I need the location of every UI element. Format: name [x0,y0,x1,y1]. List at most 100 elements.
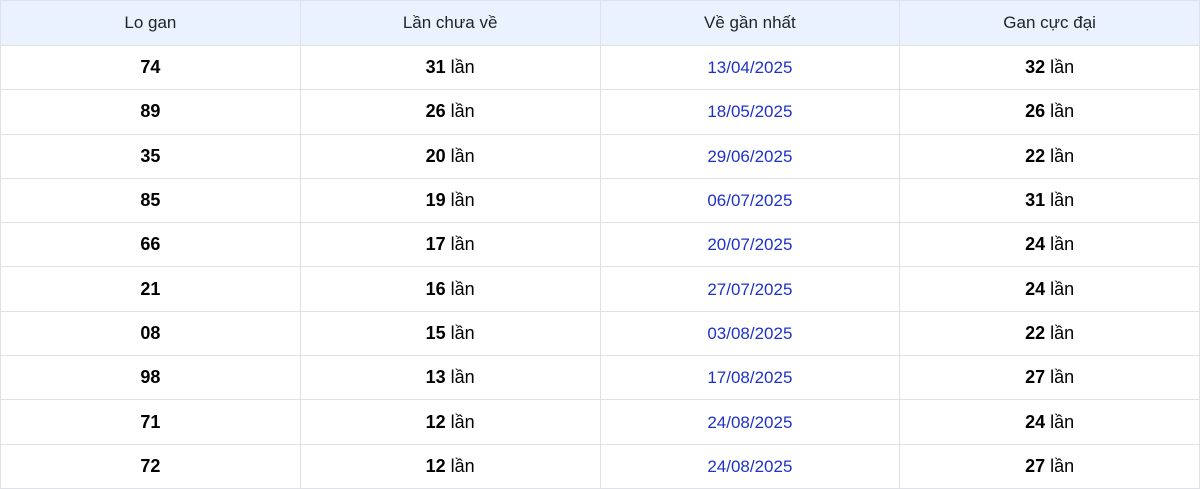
cell-gan-cuc-dai: 27 lần [899,443,1200,489]
cell-gan-cuc-dai: 31 lần [899,177,1200,224]
cell-lan-chua-ve: 19 lần [299,177,601,224]
date-link[interactable]: 17/08/2025 [707,368,793,388]
cell-ve-gan-nhat: 20/07/2025 [599,222,901,268]
cell-lo-gan: 71 [0,399,301,445]
lan-chua-ve-unit: lần [450,101,475,122]
cell-lo-gan: 21 [0,266,301,312]
date-link[interactable]: 13/04/2025 [707,58,793,78]
cell-gan-cuc-dai: 22 lần [899,310,1200,357]
cell-lo-gan: 08 [0,310,301,357]
gan-cuc-dai-count: 24 [1025,411,1046,432]
lan-chua-ve-count: 12 [425,411,446,432]
gan-cuc-dai-unit: lần [1050,455,1075,476]
cell-gan-cuc-dai: 22 lần [899,133,1200,179]
table-row: 74 31 lần 13/04/2025 32 lần [0,44,1200,91]
lan-chua-ve-count: 26 [425,101,446,122]
lan-chua-ve-unit: lần [450,455,475,476]
cell-gan-cuc-dai: 24 lần [899,399,1200,445]
gan-cuc-dai-unit: lần [1050,367,1075,388]
lan-chua-ve-unit: lần [450,145,475,166]
gan-cuc-dai-count: 31 [1025,190,1046,211]
cell-lo-gan: 72 [0,443,301,489]
gan-cuc-dai-unit: lần [1050,411,1075,432]
lan-chua-ve-count: 19 [425,190,446,211]
lan-chua-ve-unit: lần [450,411,475,432]
lan-chua-ve-count: 15 [425,322,446,343]
cell-gan-cuc-dai: 32 lần [899,44,1200,91]
cell-lo-gan: 35 [0,133,301,179]
lo-gan-number: 72 [140,455,161,476]
lo-gan-number: 98 [140,367,161,388]
cell-lo-gan: 85 [0,177,301,224]
date-link[interactable]: 18/05/2025 [707,102,793,122]
table-row: 72 12 lần 24/08/2025 27 lần [0,443,1200,489]
gan-cuc-dai-count: 27 [1025,455,1046,476]
date-link[interactable]: 27/07/2025 [707,279,793,299]
cell-lo-gan: 89 [0,89,301,135]
gan-cuc-dai-unit: lần [1050,145,1075,166]
lo-gan-number: 35 [140,145,161,166]
date-link[interactable]: 03/08/2025 [707,323,793,343]
cell-lo-gan: 98 [0,355,301,401]
lo-gan-number: 85 [140,190,161,211]
column-header-ve-gan-nhat: Về gần nhất [599,0,901,46]
gan-cuc-dai-count: 26 [1025,101,1046,122]
column-header-lan-chua-ve: Lần chưa về [299,0,601,46]
table-row: 21 16 lần 27/07/2025 24 lần [0,266,1200,312]
cell-lo-gan: 74 [0,44,301,91]
lo-gan-number: 21 [140,278,161,299]
gan-cuc-dai-unit: lần [1050,57,1075,78]
lan-chua-ve-unit: lần [450,190,475,211]
gan-cuc-dai-unit: lần [1050,190,1075,211]
gan-cuc-dai-unit: lần [1050,278,1075,299]
cell-lan-chua-ve: 12 lần [299,399,601,445]
cell-lan-chua-ve: 16 lần [299,266,601,312]
lo-gan-number: 71 [140,411,161,432]
lan-chua-ve-count: 16 [425,278,446,299]
table-header: Lo gan Lần chưa về Về gần nhất Gan cực đ… [0,0,1200,46]
table-row: 98 13 lần 17/08/2025 27 lần [0,355,1200,401]
lo-gan-number: 66 [140,234,161,255]
cell-lan-chua-ve: 20 lần [299,133,601,179]
date-link[interactable]: 20/07/2025 [707,235,793,255]
cell-ve-gan-nhat: 03/08/2025 [599,310,901,357]
date-link[interactable]: 24/08/2025 [707,456,793,476]
cell-lan-chua-ve: 17 lần [299,222,601,268]
lo-gan-number: 08 [140,322,161,343]
gan-cuc-dai-unit: lần [1050,234,1075,255]
gan-cuc-dai-count: 32 [1025,57,1046,78]
gan-cuc-dai-count: 22 [1025,145,1046,166]
cell-lan-chua-ve: 12 lần [299,443,601,489]
date-link[interactable]: 24/08/2025 [707,412,793,432]
lan-chua-ve-count: 31 [425,57,446,78]
cell-gan-cuc-dai: 26 lần [899,89,1200,135]
table-row: 89 26 lần 18/05/2025 26 lần [0,89,1200,135]
cell-gan-cuc-dai: 24 lần [899,222,1200,268]
date-link[interactable]: 29/06/2025 [707,146,793,166]
table-row: 71 12 lần 24/08/2025 24 lần [0,399,1200,445]
gan-cuc-dai-count: 22 [1025,322,1046,343]
lan-chua-ve-count: 17 [425,234,446,255]
lo-gan-number: 74 [140,57,161,78]
date-link[interactable]: 06/07/2025 [707,191,793,211]
cell-lan-chua-ve: 15 lần [299,310,601,357]
gan-cuc-dai-count: 24 [1025,234,1046,255]
cell-lo-gan: 66 [0,222,301,268]
cell-lan-chua-ve: 31 lần [299,44,601,91]
lan-chua-ve-unit: lần [450,234,475,255]
cell-ve-gan-nhat: 29/06/2025 [599,133,901,179]
gan-cuc-dai-count: 24 [1025,278,1046,299]
cell-ve-gan-nhat: 13/04/2025 [599,44,901,91]
cell-gan-cuc-dai: 27 lần [899,355,1200,401]
lan-chua-ve-unit: lần [450,367,475,388]
cell-ve-gan-nhat: 27/07/2025 [599,266,901,312]
table-row: 08 15 lần 03/08/2025 22 lần [0,310,1200,357]
column-header-lo-gan: Lo gan [0,0,301,46]
lo-gan-number: 89 [140,101,161,122]
lan-chua-ve-count: 13 [425,367,446,388]
cell-ve-gan-nhat: 24/08/2025 [599,443,901,489]
table-body: 74 31 lần 13/04/2025 32 lần 89 26 lần 18/05… [0,44,1200,489]
cell-ve-gan-nhat: 18/05/2025 [599,89,901,135]
table-row: 85 19 lần 06/07/2025 31 lần [0,177,1200,224]
